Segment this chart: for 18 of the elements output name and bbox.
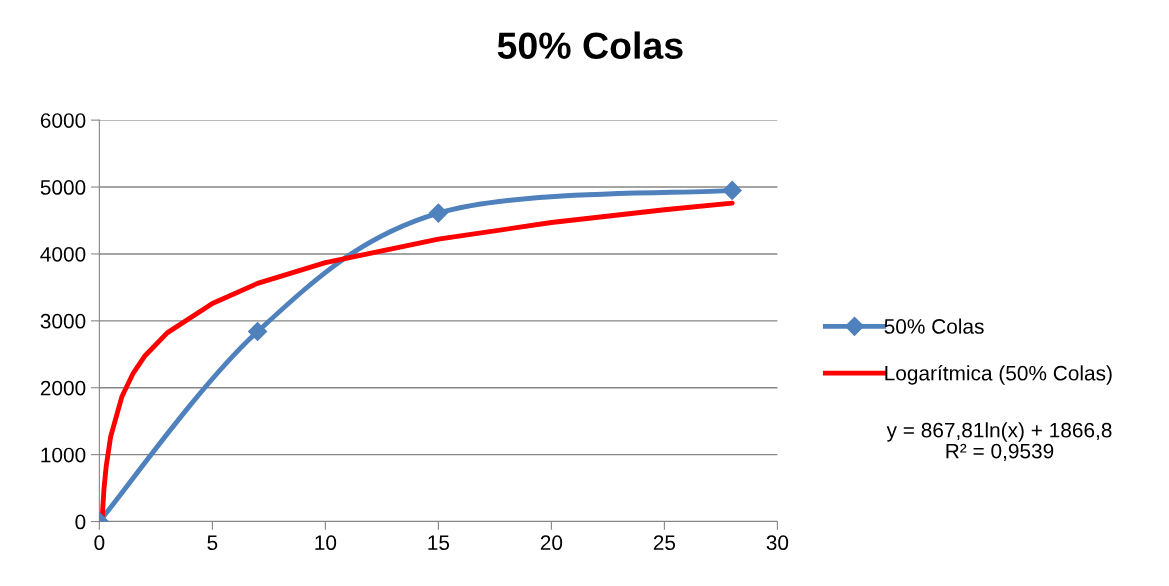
y-tick-label: 4000 xyxy=(40,246,86,262)
x-tick-label: 5 xyxy=(207,535,218,551)
legend-label: Logarítmica (50% Colas) xyxy=(885,365,1112,385)
y-tick-label: 3000 xyxy=(40,313,86,329)
legend-label: 50% Colas xyxy=(884,318,984,334)
y-tick-label: 2000 xyxy=(40,380,86,396)
x-tick-label: 0 xyxy=(94,535,105,551)
y-tick-label: 0 xyxy=(75,514,86,530)
chart-title: 50% Colas xyxy=(497,31,683,59)
y-tick-label: 5000 xyxy=(40,180,86,195)
x-tick-label: 25 xyxy=(653,535,676,551)
x-tick-label: 10 xyxy=(315,535,337,551)
x-tick-label: 15 xyxy=(428,535,450,551)
x-tick-label: 20 xyxy=(540,535,563,551)
x-tick-label: 30 xyxy=(766,535,789,551)
y-tick-label: 6000 xyxy=(40,113,86,128)
y-tick-label: 1000 xyxy=(41,447,86,463)
text: y = 867,81ln(x) + 1866,8 R² = 0,9539 xyxy=(886,422,1112,461)
